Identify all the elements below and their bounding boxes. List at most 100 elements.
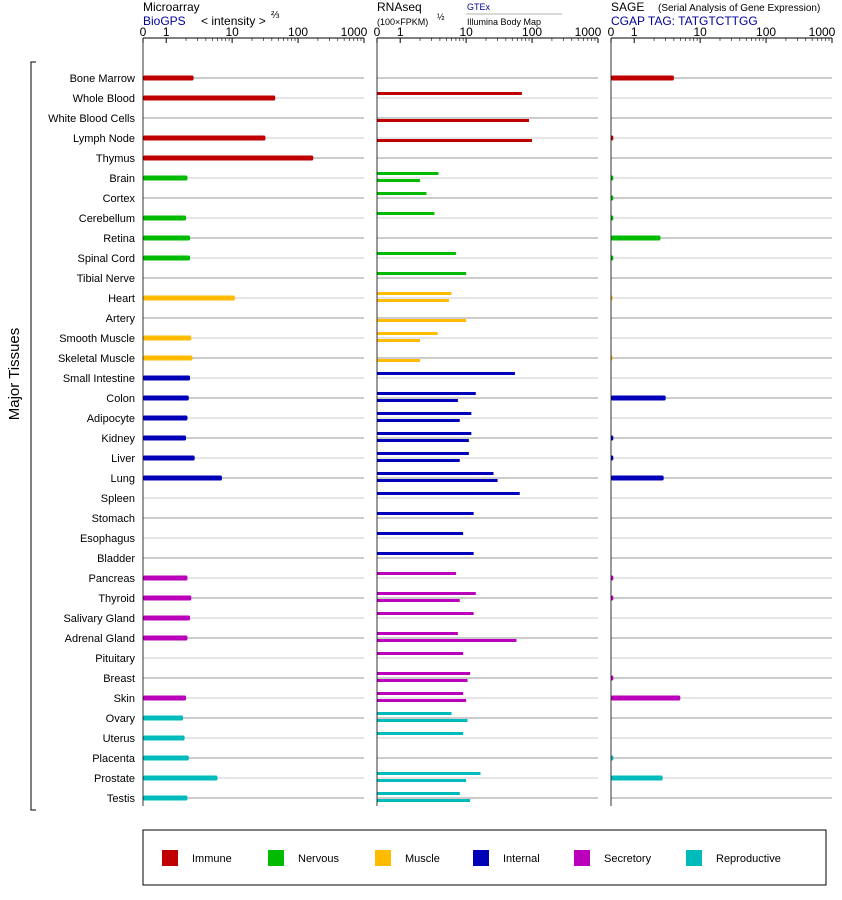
tissue-label: Lymph Node [73, 133, 135, 145]
tissue-label: Placenta [92, 753, 136, 765]
bar-microarray [143, 475, 222, 481]
bar-gtex [377, 792, 460, 795]
bar-illumina-body-map [377, 479, 498, 482]
bar-microarray [143, 375, 191, 381]
tissue-label-group: Bone Marrow Whole Blood White Blood Cells L… [48, 73, 136, 805]
tissue-label: Bone Marrow [70, 73, 135, 85]
sage-tag: CGAP TAG: TATGTCTTGG [611, 14, 758, 28]
legend-label: Muscle [405, 853, 440, 865]
bar-microarray [143, 255, 191, 261]
y-axis-label: Major Tissues [6, 328, 23, 421]
bar-sage [611, 595, 614, 601]
bar-sage [611, 195, 614, 201]
bar-illumina-body-map [377, 419, 460, 422]
tissue-label: Cerebellum [79, 213, 135, 225]
bar-microarray [143, 755, 189, 761]
legend-swatch [686, 850, 702, 866]
tissue-label: Whole Blood [73, 93, 135, 105]
bar-microarray [143, 595, 192, 601]
bar-illumina-body-map [377, 639, 517, 642]
bar-sage [611, 255, 614, 261]
tissue-label: Heart [108, 293, 135, 305]
microarray-unit: < intensity > [201, 14, 266, 28]
bar-gtex [377, 672, 471, 675]
bar-gtex [377, 452, 469, 455]
bar-sage [611, 235, 661, 241]
tissue-label: Smooth Muscle [59, 333, 135, 345]
bar-microarray [143, 715, 184, 721]
bar-illumina-body-map [377, 119, 530, 122]
bar-sage [611, 435, 614, 441]
x-tick-label: 1000 [341, 25, 368, 39]
bar-microarray [143, 575, 188, 581]
legend-label: Internal [503, 853, 540, 865]
tissue-label: Prostate [94, 773, 135, 785]
tissue-label: Skeletal Muscle [58, 353, 135, 365]
bar-microarray [143, 175, 188, 181]
x-tick-label: 0 [608, 25, 615, 39]
bar-sage [611, 455, 614, 461]
microarray-source: BioGPS [143, 14, 186, 28]
tissue-label: Pituitary [95, 653, 135, 665]
bar-gtex [377, 372, 515, 375]
bar-illumina-body-map [377, 179, 421, 182]
tissue-label: Spinal Cord [78, 253, 135, 265]
tissue-label: Lung [111, 473, 135, 485]
microarray-title: Microarray [143, 0, 200, 14]
bar-illumina-body-map [377, 339, 421, 342]
bar-sage [611, 75, 674, 81]
bar-gtex [377, 292, 452, 295]
tissue-label: Breast [103, 673, 135, 685]
rnaseq-source-gtex: GTEx [467, 2, 491, 12]
bar-gtex [377, 612, 474, 615]
bar-gtex [377, 192, 427, 195]
bars-group [143, 75, 681, 802]
legend-label: Secretory [604, 853, 652, 865]
bar-sage [611, 215, 614, 221]
tissue-label: Thymus [96, 153, 136, 165]
tissue-label: Pancreas [89, 573, 136, 585]
bar-illumina-body-map [377, 459, 460, 462]
tissue-label: Brain [109, 173, 135, 185]
bar-sage [611, 755, 614, 761]
tissue-label: Retina [103, 233, 136, 245]
bar-microarray [143, 235, 191, 241]
bar-gtex [377, 772, 481, 775]
sage-subtitle: (Serial Analysis of Gene Expression) [658, 3, 820, 14]
bar-microarray [143, 355, 193, 361]
bar-gtex [377, 652, 464, 655]
bar-gtex [377, 272, 467, 275]
bar-gtex [377, 392, 476, 395]
tissue-label: Thyroid [98, 593, 135, 605]
bar-illumina-body-map [377, 319, 467, 322]
legend-swatch [574, 850, 590, 866]
bar-illumina-body-map [377, 359, 421, 362]
tissue-label: Skin [114, 693, 135, 705]
bar-gtex [377, 592, 476, 595]
bar-gtex [377, 632, 458, 635]
bar-gtex [377, 92, 522, 95]
bar-sage [611, 575, 614, 581]
bar-illumina-body-map [377, 799, 471, 802]
tissue-label: Tibial Nerve [77, 273, 135, 285]
x-tick-label: 10 [225, 25, 239, 39]
bar-microarray [143, 395, 189, 401]
bar-gtex [377, 212, 435, 215]
bar-gtex [377, 432, 472, 435]
bar-gtex [377, 492, 520, 495]
bar-microarray [143, 455, 195, 461]
tissue-label: Adipocyte [87, 413, 135, 425]
tissue-label: Adrenal Gland [65, 633, 135, 645]
x-tick-label: 1000 [575, 25, 602, 39]
legend-label: Immune [192, 853, 232, 865]
bar-microarray [143, 95, 276, 101]
tissue-label: Artery [106, 313, 136, 325]
bar-illumina-body-map [377, 599, 460, 602]
x-tick-label: 1 [631, 25, 638, 39]
tissue-label: Bladder [97, 553, 135, 565]
tissue-label: Testis [107, 793, 136, 805]
x-tick-label: 10 [693, 25, 707, 39]
bar-microarray [143, 295, 235, 301]
y-axis-bracket [30, 61, 36, 811]
bar-illumina-body-map [377, 779, 467, 782]
